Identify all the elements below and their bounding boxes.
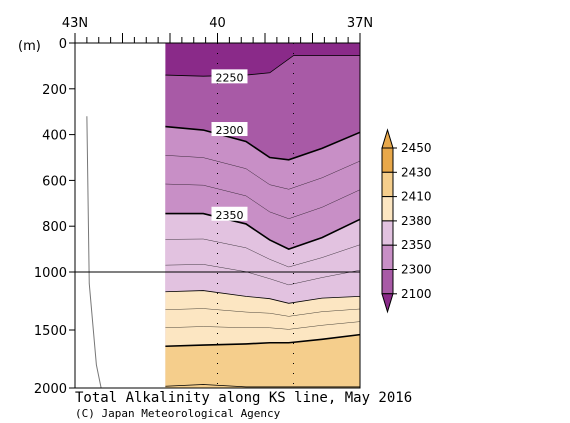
contour-label: 2350 [216, 209, 244, 222]
contour-line-2350 [165, 212, 361, 250]
contour-label-bg [211, 69, 248, 84]
legend-swatch [381, 147, 394, 173]
legend-top-arrow [381, 128, 394, 149]
legend-label: 2430 [401, 165, 432, 179]
minor-contour [165, 321, 361, 330]
chart-title: Total Alkalinity along KS line, May 2016 [75, 390, 413, 406]
y-tick-label: 600 [42, 174, 67, 189]
legend-swatch [381, 171, 394, 198]
minor-contour [165, 238, 361, 268]
legend-label: 2450 [401, 141, 432, 155]
x-tick-label: 43N [62, 16, 88, 31]
contour-label: 2250 [216, 71, 244, 84]
band-fill-2410 [165, 334, 360, 388]
contour-line-2380 [165, 290, 361, 304]
x-tick-label: 37N [347, 16, 373, 31]
legend-label: 2380 [401, 214, 432, 228]
y-tick-label: 800 [42, 220, 67, 235]
contour-line-2250 [165, 55, 360, 77]
chart-credit: (C) Japan Meteorological Agency [75, 407, 281, 420]
legend-label: 2410 [401, 190, 432, 204]
minor-contour [165, 155, 361, 190]
y-tick-label: 1500 [34, 324, 67, 339]
y-tick-label: 0 [59, 37, 67, 52]
legend-swatch [381, 244, 394, 270]
contour-label-bg [211, 122, 248, 137]
contour-label: 2300 [216, 124, 244, 137]
legend-label: 2300 [401, 263, 432, 277]
y-tick-label: 200 [42, 83, 67, 98]
bottom-profile-line [86, 116, 102, 389]
legend-bottom-arrow [381, 293, 394, 314]
minor-contour [165, 183, 361, 219]
contour-line-2430 [165, 384, 360, 388]
y-tick-label: 2000 [34, 382, 67, 397]
legend-label: 2100 [401, 287, 432, 301]
legend-swatch [381, 269, 394, 295]
minor-contour [165, 264, 361, 286]
contour-label-bg [211, 206, 248, 221]
minor-contour [165, 308, 361, 317]
x-tick-label: 40 [209, 16, 226, 31]
y-tick-label: 400 [42, 129, 67, 144]
no-data-region [75, 43, 166, 388]
legend-label: 2350 [401, 238, 432, 252]
y-tick-label: 1000 [34, 266, 67, 281]
legend-swatch [381, 220, 394, 246]
contour-line-2410 [165, 333, 361, 348]
y-axis-unit-label: (m) [18, 39, 41, 54]
legend-swatch [381, 196, 394, 222]
contour-line-2300 [165, 125, 361, 161]
